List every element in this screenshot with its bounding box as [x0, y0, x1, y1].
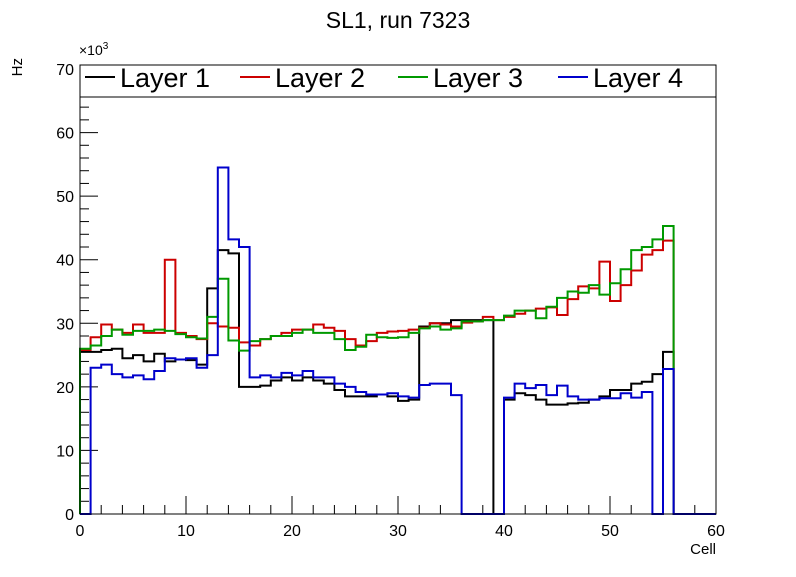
y-tick-label: 20 [56, 380, 74, 397]
series-layer-4-line [80, 166, 716, 515]
y-tick-label: 0 [65, 507, 74, 524]
y-axis-label: Hz [9, 58, 26, 76]
y-tick-label: 70 [56, 62, 74, 79]
y-tick-label: 60 [56, 126, 74, 143]
x-tick-label: 30 [389, 523, 407, 540]
legend-box [79, 64, 717, 98]
y-multiplier: ×103 [79, 41, 109, 58]
series-layer-3-line [79, 225, 716, 515]
y-tick-label: 30 [56, 316, 74, 333]
legend-label: Layer 4 [593, 63, 683, 93]
legend-label: Layer 1 [120, 63, 210, 93]
y-tick-label: 10 [56, 443, 74, 460]
y-multiplier-exp: 3 [103, 41, 109, 52]
legend-label: Layer 3 [433, 63, 523, 93]
x-tick-label: 40 [495, 523, 513, 540]
legend: Layer 1 Layer 2 Layer 3 Layer 4 [79, 63, 717, 98]
y-tick-label: 40 [56, 253, 74, 270]
x-tick-label: 60 [707, 523, 725, 540]
x-tick-label: 10 [177, 523, 195, 540]
chart-title: SL1, run 7323 [326, 7, 471, 33]
legend-label: Layer 2 [275, 63, 365, 93]
x-tick-label: 0 [76, 523, 85, 540]
x-tick-label: 50 [601, 523, 619, 540]
x-axis-label: Cell [690, 541, 716, 558]
y-tick-label: 50 [56, 189, 74, 206]
x-tick-label: 20 [283, 523, 301, 540]
y-multiplier-base: ×10 [79, 42, 103, 58]
